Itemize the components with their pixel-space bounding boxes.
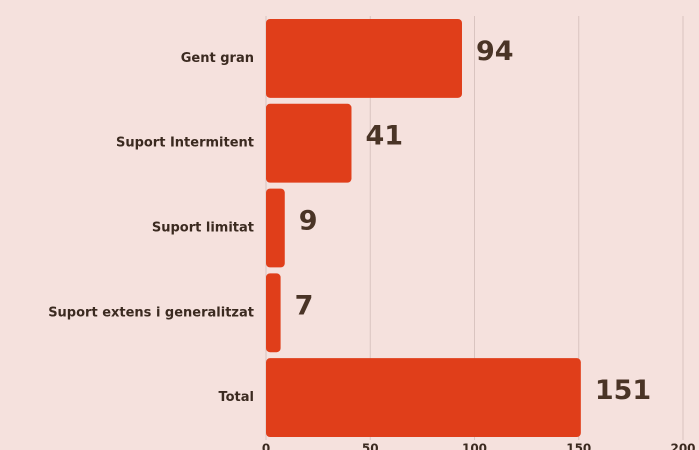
bar: [266, 188, 285, 268]
x-tick-label: 0: [262, 442, 270, 450]
category-label: Total: [218, 390, 254, 405]
category-label: Suport Intermitent: [116, 136, 254, 151]
bar: [266, 358, 581, 438]
value-label: 94: [476, 36, 514, 67]
x-tick-label: 200: [670, 442, 695, 450]
x-tick-label: 150: [566, 442, 591, 450]
value-label: 7: [295, 290, 314, 321]
value-label: 41: [365, 121, 403, 152]
category-label: Suport extens i generalitzat: [48, 305, 254, 320]
category-label: Suport limitat: [152, 221, 254, 236]
bar: [266, 273, 281, 353]
value-label: 9: [299, 206, 318, 237]
x-tick-label: 100: [462, 442, 487, 450]
bar: [266, 103, 352, 183]
category-label: Gent gran: [181, 51, 254, 66]
bar: [266, 18, 462, 98]
value-label: 151: [595, 375, 651, 406]
x-tick-label: 50: [362, 442, 379, 450]
